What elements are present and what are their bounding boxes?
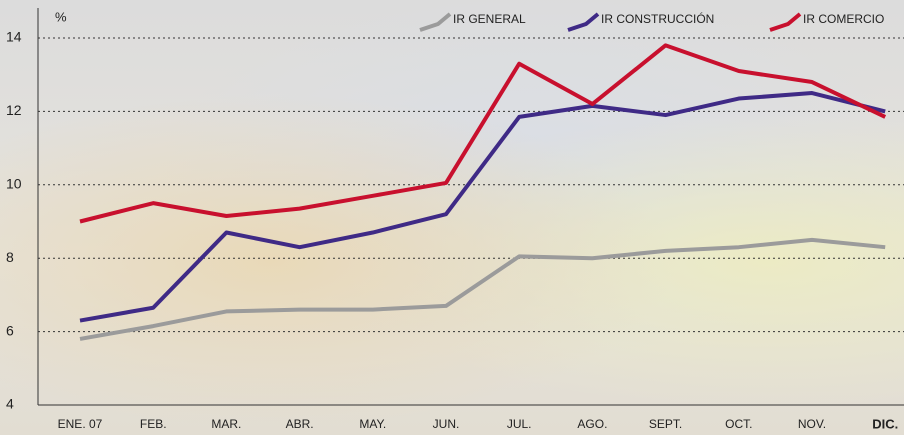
legend-label: IR CONSTRUCCIÓN: [601, 11, 714, 26]
y-tick-label: 12: [6, 102, 22, 118]
legend-label: IR GENERAL: [453, 12, 526, 26]
y-tick-label: 4: [6, 396, 14, 412]
y-tick-label: 14: [6, 29, 22, 45]
x-tick-label: ABR.: [286, 417, 314, 431]
series-line: [80, 240, 885, 339]
x-tick-label: NOV.: [798, 417, 826, 431]
series-line: [80, 93, 885, 321]
x-tick-label: DIC.: [872, 416, 898, 431]
x-tick-label: FEB.: [140, 417, 167, 431]
y-tick-label: 6: [6, 322, 14, 338]
chart-container: % 4 6 8 10 12 14 ENE. 07 FEB. MAR. ABR. MAY. JUN. JU…: [0, 0, 904, 435]
x-tick-label: MAR.: [211, 417, 241, 431]
chart: % 4 6 8 10 12 14 ENE. 07 FEB. MAR. ABR. MAY. JUN. JU…: [0, 0, 904, 435]
x-tick-label: JUL.: [507, 417, 532, 431]
y-tick-label: 10: [6, 176, 22, 192]
y-tick-label: 8: [6, 249, 14, 265]
y-unit-label: %: [55, 9, 67, 24]
x-tick-label: MAY.: [359, 417, 386, 431]
legend-swatch: [770, 14, 800, 30]
x-tick-label: ENE. 07: [58, 417, 103, 431]
legend-swatch: [420, 14, 450, 30]
series-line: [80, 45, 885, 221]
x-tick-label: OCT.: [725, 417, 752, 431]
x-tick-label: JUN.: [433, 417, 460, 431]
x-tick-label: AGO.: [577, 417, 607, 431]
legend-swatch: [568, 14, 598, 30]
x-tick-label: SEPT.: [649, 417, 682, 431]
legend-label: IR COMERCIO: [803, 12, 884, 26]
